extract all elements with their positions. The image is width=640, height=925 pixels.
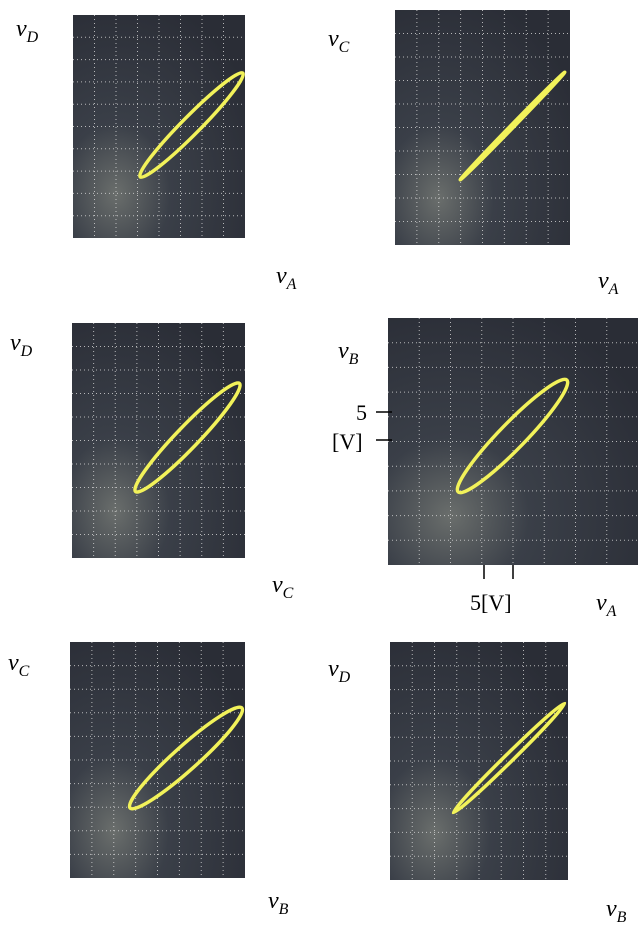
y-axis-label: vD [10, 330, 33, 360]
scope-screen [72, 323, 245, 558]
scale-unit: [V] [332, 429, 363, 454]
x-axis-label: vA [598, 268, 619, 298]
x-axis-label: vB [268, 888, 289, 918]
x-axis-label: vA [596, 590, 617, 620]
scope-screen [73, 15, 245, 238]
y-axis-label: vC [328, 26, 350, 56]
x-axis-label: vB [606, 896, 627, 925]
figure: vD vA vC vA vD vC vB vA vC vB vD vB 5 [V… [0, 0, 640, 925]
scale-label: 5[V] [470, 590, 512, 615]
y-axis-label: vD [16, 16, 39, 46]
x-axis-label: vC [272, 572, 294, 602]
y-axis-label: vD [328, 656, 351, 686]
x-axis-label: vA [276, 263, 297, 293]
y-axis-label: vC [8, 650, 30, 680]
y-axis-label: vB [338, 338, 359, 368]
scale-value: 5 [356, 400, 367, 425]
